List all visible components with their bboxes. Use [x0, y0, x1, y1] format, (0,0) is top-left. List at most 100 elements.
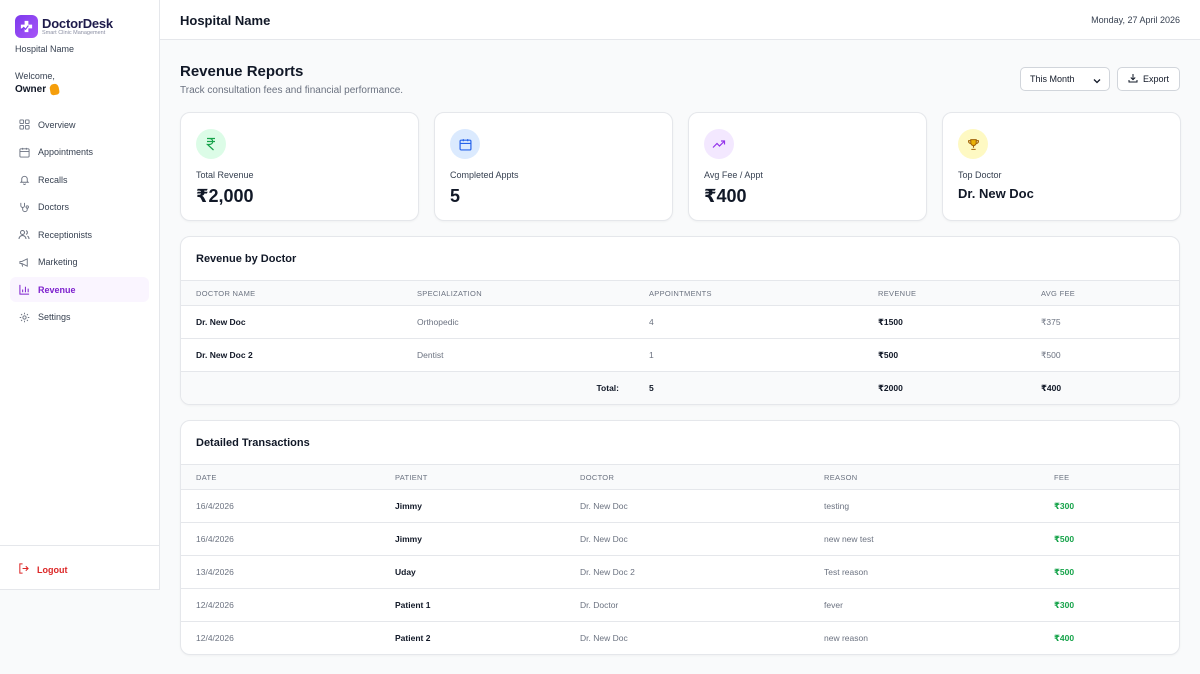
- period-select-value: This Month: [1030, 74, 1075, 84]
- revenue-amount: ₹1500: [878, 305, 1041, 339]
- specialization: Orthopedic: [417, 305, 649, 339]
- sidebar-item-label: Marketing: [38, 257, 78, 267]
- revenue-by-doctor-panel: Revenue by Doctor DOCTOR NAME SPECIALIZA…: [180, 236, 1180, 405]
- column-header: PATIENT: [395, 464, 580, 490]
- sidebar-item-revenue[interactable]: Revenue: [10, 277, 149, 302]
- visit-reason: new reason: [824, 633, 868, 644]
- page-title: Revenue Reports: [180, 63, 304, 80]
- stat-label: Completed Appts: [450, 170, 519, 180]
- stat-value: ₹2,000: [196, 186, 254, 206]
- avg-fee: ₹375: [1041, 305, 1179, 339]
- trophy-icon: [958, 129, 988, 159]
- grid-icon: [18, 119, 30, 131]
- sidebar-item-label: Overview: [38, 119, 76, 130]
- specialization: Dentist: [417, 338, 649, 372]
- panel-title: Revenue by Doctor: [196, 253, 297, 265]
- patient-name: Patient 2: [395, 633, 431, 644]
- calendar-icon: [18, 146, 30, 158]
- doctor-name: Dr. New Doc: [181, 305, 417, 339]
- logout-icon: [18, 561, 29, 579]
- table-row: 12/4/2026 Patient 2 Dr. New Doc new reas…: [181, 622, 1179, 655]
- visit-reason: Test reason: [824, 555, 1054, 589]
- table-row: 13/4/2026 Uday Dr. New Doc 2 Test reason…: [181, 555, 1179, 589]
- sidebar-item-receptionists[interactable]: Receptionists: [10, 222, 149, 247]
- column-header: FEE: [1054, 464, 1179, 490]
- sidebar-item-settings[interactable]: Settings: [10, 305, 149, 330]
- doctor-name: Dr. New Doc: [580, 489, 824, 523]
- stethoscope-icon: [18, 201, 30, 213]
- sidebar-item-label: Settings: [38, 312, 71, 322]
- sidebar-item-recalls[interactable]: Recalls: [10, 167, 149, 192]
- user-name: Owner: [15, 83, 61, 96]
- transactions-table: DATE PATIENT DOCTOR REASON FEE 16/4/2026…: [181, 464, 1179, 655]
- sidebar: DoctorDesk Smart Clinic Management Hospi…: [0, 0, 160, 590]
- stat-label: Avg Fee / Appt: [704, 170, 763, 180]
- transaction-date: 13/4/2026: [181, 555, 395, 589]
- doctor-name: Dr. New Doc: [580, 522, 824, 556]
- sidebar-item-label: Revenue: [38, 284, 76, 295]
- megaphone-icon: [18, 256, 30, 268]
- sidebar-item-doctors[interactable]: Doctors: [10, 195, 149, 220]
- table-header-row: DATE PATIENT DOCTOR REASON FEE: [181, 464, 1179, 490]
- sidebar-item-label: Receptionists: [38, 229, 93, 240]
- brand-logo[interactable]: DoctorDesk Smart Clinic Management: [15, 15, 113, 38]
- users-icon: [18, 229, 30, 241]
- doctor-name: Dr. Doctor: [580, 588, 824, 622]
- calendar-icon: [450, 129, 480, 159]
- sidebar-divider: [0, 545, 159, 546]
- logo-mark-icon: [15, 15, 38, 38]
- table-row: 16/4/2026 Jimmy Dr. New Doc new new test…: [181, 522, 1179, 556]
- header-date: Monday, 27 April 2026: [1091, 15, 1180, 25]
- patient-name: Jimmy: [395, 489, 580, 523]
- export-label: Export: [1142, 74, 1169, 84]
- export-button[interactable]: Export: [1117, 67, 1180, 91]
- detailed-transactions-panel: Detailed Transactions DATE PATIENT DOCTO…: [180, 420, 1180, 655]
- stat-value: Dr. New Doc: [958, 186, 1034, 201]
- trending-up-icon: [704, 129, 734, 159]
- header-hospital-name: Hospital Name: [180, 13, 271, 28]
- waving-hand-icon: [49, 83, 61, 96]
- stat-card-completed-appts: Completed Appts 5: [434, 112, 673, 221]
- table-row: Dr. New Doc 2 Dentist 1 ₹500 ₹500: [181, 338, 1179, 372]
- column-header: DOCTOR NAME: [181, 280, 417, 306]
- stat-value: ₹400: [704, 186, 747, 206]
- sidebar-hospital-name: Hospital Name: [15, 44, 75, 54]
- total-revenue: ₹2000: [878, 371, 1041, 404]
- sidebar-item-label: Recalls: [38, 174, 68, 185]
- chevron-down-icon: [1093, 76, 1101, 86]
- column-header: REASON: [824, 464, 1054, 490]
- doctor-name: Dr. New Doc: [580, 633, 628, 644]
- stat-card-total-revenue: Total Revenue ₹2,000: [180, 112, 419, 221]
- period-select[interactable]: This Month: [1020, 67, 1110, 91]
- bell-icon: [18, 174, 30, 186]
- transaction-date: 12/4/2026: [196, 633, 234, 644]
- stat-card-avg-fee: Avg Fee / Appt ₹400: [688, 112, 927, 221]
- table-total-row: Total: 5 ₹2000 ₹400: [181, 371, 1179, 404]
- visit-reason: fever: [824, 588, 1054, 622]
- stat-label: Total Revenue: [196, 170, 254, 180]
- top-header: Hospital Name Monday, 27 April 2026: [160, 0, 1200, 40]
- revenue-amount: ₹500: [878, 338, 1041, 372]
- visit-reason: new new test: [824, 522, 1054, 556]
- total-avg-fee: ₹400: [1041, 371, 1179, 404]
- brand-tagline: Smart Clinic Management: [42, 29, 106, 36]
- sidebar-item-appointments[interactable]: Appointments: [10, 140, 149, 165]
- brand-name: DoctorDesk: [42, 15, 113, 31]
- sidebar-item-overview[interactable]: Overview: [10, 112, 149, 137]
- column-header: SPECIALIZATION: [417, 280, 649, 306]
- patient-name: Uday: [395, 555, 580, 589]
- total-appointments: 5: [649, 371, 878, 404]
- fee-amount: ₹500: [1054, 522, 1179, 556]
- stat-label: Top Doctor: [958, 170, 1002, 180]
- logout-button[interactable]: Logout: [18, 561, 68, 579]
- sidebar-item-label: Doctors: [38, 202, 70, 212]
- fee-amount: ₹300: [1054, 489, 1179, 523]
- column-header: AVG FEE: [1041, 280, 1179, 306]
- transaction-date: 12/4/2026: [181, 588, 395, 622]
- sidebar-item-marketing[interactable]: Marketing: [10, 250, 149, 275]
- transaction-date: 16/4/2026: [181, 489, 395, 523]
- download-icon: [1128, 73, 1138, 85]
- welcome-text: Welcome,: [15, 71, 55, 81]
- transaction-date: 16/4/2026: [181, 522, 395, 556]
- fee-amount: ₹300: [1054, 588, 1179, 622]
